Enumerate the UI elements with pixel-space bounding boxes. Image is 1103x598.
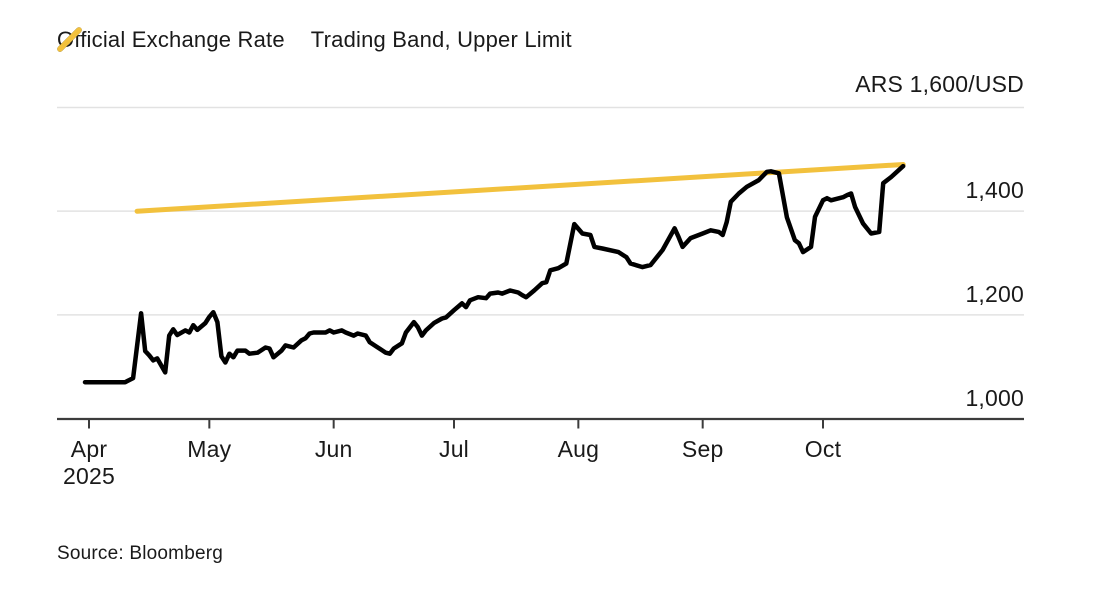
x-axis-tick-label: Sep bbox=[681, 436, 724, 462]
trading-band-line bbox=[134, 162, 906, 214]
y-axis-tick-label: 1,000 bbox=[965, 384, 1024, 411]
official-rate-line bbox=[82, 163, 906, 385]
chart-legend: Official Exchange Rate Trading Band, Upp… bbox=[57, 27, 572, 53]
x-axis-tick-label: Aug bbox=[557, 436, 600, 462]
x-axis-tick-label: Apr 2025 bbox=[63, 436, 115, 489]
y-axis-unit-label: ARS 1,600/USD bbox=[855, 71, 1024, 97]
x-axis-tick-label: Oct bbox=[804, 436, 842, 462]
legend-label-trading-band: Trading Band, Upper Limit bbox=[310, 27, 572, 52]
x-axis-tick-label: Jul bbox=[438, 436, 470, 462]
x-axis-tick-label: Jun bbox=[314, 436, 353, 462]
legend-item-trading-band: Trading Band, Upper Limit bbox=[57, 27, 572, 53]
x-axis-tick-label: May bbox=[187, 436, 232, 462]
y-axis-tick-label: 1,400 bbox=[965, 177, 1024, 204]
y-axis-tick-label: 1,200 bbox=[965, 280, 1024, 307]
legend-label-official-rate: Official Exchange Rate bbox=[57, 27, 285, 52]
yellow-line-swatch-icon bbox=[57, 27, 82, 52]
legend-item-official-rate: Official Exchange Rate bbox=[57, 27, 285, 53]
source-attribution: Source: Bloomberg bbox=[57, 543, 224, 564]
